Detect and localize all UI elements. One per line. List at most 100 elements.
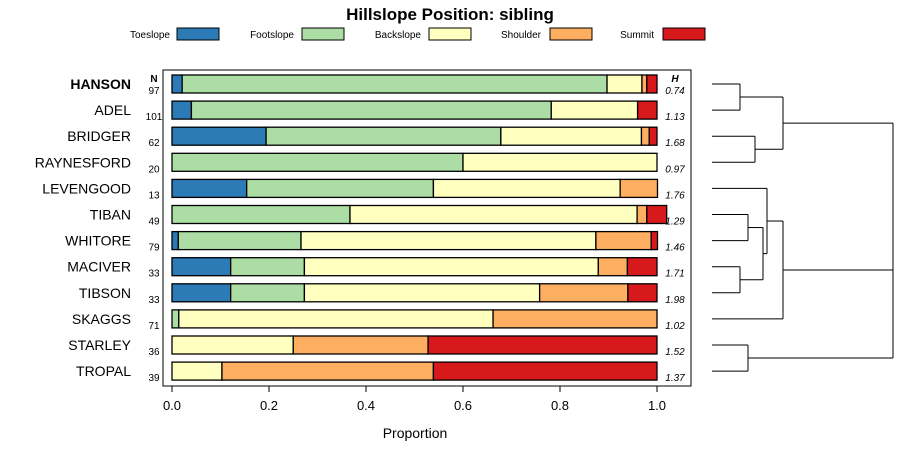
bar-segment-whitore-footslope [177, 230, 302, 251]
row-label-tiban: TIBAN [90, 207, 131, 223]
bar-segment-adel-toeslope [171, 100, 193, 120]
bar-segment-tropal-summit [432, 361, 658, 381]
bar-segment-bridger-shoulder [640, 126, 650, 146]
h-value-adel: 1.13 [665, 112, 685, 123]
legend-swatch-footslope [301, 27, 345, 41]
bar-segment-tibson-toeslope [171, 283, 232, 303]
bar-row-tiban: TIBAN 49 1.29 [90, 204, 685, 228]
bar-row-tibson: TIBSON 33 1.98 [79, 283, 685, 306]
legend-swatch-backslope [428, 27, 472, 41]
x-axis-title: Proportion [383, 425, 448, 441]
bar-row-whitore: WHITORE 79 1.46 [65, 230, 685, 254]
bar-segment-hanson-backslope [606, 74, 643, 94]
bar-row-raynesford: RAYNESFORD 20 0.97 [35, 152, 685, 175]
bar-segment-adel-backslope [550, 100, 639, 120]
n-value-maciver: 33 [148, 269, 160, 280]
plot-frame [162, 69, 692, 387]
row-label-starley: STARLEY [68, 337, 131, 353]
bar-segment-adel-summit [636, 100, 658, 120]
chart-title: Hillslope Position: sibling [346, 5, 554, 24]
h-value-tropal: 1.37 [665, 373, 685, 384]
bar-segment-whitore-shoulder [595, 230, 652, 251]
dendrogram [712, 83, 894, 372]
n-value-starley: 36 [148, 347, 160, 358]
bar-row-starley: STARLEY 36 1.52 [68, 335, 685, 358]
n-column-header: N [150, 74, 157, 85]
bar-row-adel: ADEL 101 1.13 [94, 100, 685, 123]
bar-segment-levengood-shoulder [619, 178, 659, 199]
bar-segment-bridger-summit [648, 126, 658, 146]
bar-segment-skaggs-backslope [178, 309, 494, 329]
n-value-raynesford: 20 [148, 164, 160, 175]
row-label-adel: ADEL [94, 102, 131, 118]
n-value-skaggs: 71 [148, 321, 160, 332]
row-label-whitore: WHITORE [65, 233, 131, 249]
bar-segment-tiban-shoulder [636, 204, 648, 225]
bar-segment-levengood-backslope [432, 178, 621, 199]
bar-segment-skaggs-footslope [171, 309, 180, 329]
bar-segment-starley-summit [427, 335, 658, 355]
row-label-levengood: LEVENGOOD [42, 180, 131, 196]
bar-row-levengood: LEVENGOOD 13 1.76 [42, 178, 685, 201]
legend-swatch-toeslope [176, 27, 220, 41]
bar-segment-tibson-footslope [230, 283, 306, 303]
legend-label-backslope: Backslope [375, 30, 422, 41]
bar-segment-levengood-footslope [246, 178, 435, 199]
bar-segment-tibson-backslope [303, 283, 541, 303]
bar-segment-tiban-summit [646, 204, 668, 225]
legend-swatch-summit [662, 27, 706, 41]
row-label-hanson: HANSON [70, 76, 131, 92]
bar-segment-starley-backslope [171, 335, 294, 355]
n-value-tibson: 33 [148, 295, 160, 306]
x-tick-label-1: 0.2 [260, 398, 278, 413]
bar-segment-hanson-summit [646, 74, 658, 94]
bar-segment-levengood-toeslope [171, 178, 248, 199]
h-column-header: H [671, 74, 679, 85]
bar-row-skaggs: SKAGGS 71 1.02 [72, 309, 685, 332]
bar-segment-tibson-summit [627, 283, 658, 303]
row-label-bridger: BRIDGER [67, 128, 131, 144]
legend-label-footslope: Footslope [250, 30, 294, 41]
n-value-bridger: 62 [148, 138, 160, 149]
legend-swatch-shoulder [549, 27, 593, 41]
legend: Toeslope Footslope Backslope Shoulder Summit [130, 27, 706, 41]
n-value-hanson: 97 [148, 86, 160, 97]
h-value-bridger: 1.68 [665, 138, 685, 149]
bar-segment-tropal-shoulder [221, 361, 435, 381]
bar-segment-adel-footslope [190, 100, 552, 120]
h-value-raynesford: 0.97 [665, 164, 685, 175]
bar-segment-tropal-backslope [171, 361, 223, 381]
h-value-maciver: 1.71 [665, 269, 684, 280]
bar-segment-maciver-toeslope [171, 257, 232, 277]
x-tick-label-3: 0.6 [454, 398, 472, 413]
h-value-starley: 1.52 [665, 347, 685, 358]
row-label-skaggs: SKAGGS [72, 311, 131, 327]
bar-segment-tiban-backslope [349, 204, 638, 225]
row-label-maciver: MACIVER [67, 259, 131, 275]
x-tick-label-4: 0.8 [551, 398, 569, 413]
n-value-adel: 101 [146, 112, 163, 123]
bar-segment-whitore-toeslope [171, 230, 179, 251]
bar-segment-bridger-footslope [265, 126, 502, 146]
bar-segment-starley-shoulder [292, 335, 429, 355]
n-value-tropal: 39 [148, 373, 160, 384]
bar-rows: HANSON 97 0.74 ADEL 101 1.13 BRIDGER 62 1.68 RAYN… [35, 74, 685, 384]
bar-segment-whitore-backslope [300, 230, 597, 251]
row-label-raynesford: RAYNESFORD [35, 154, 131, 170]
bar-row-maciver: MACIVER 33 1.71 [67, 257, 685, 280]
h-value-skaggs: 1.02 [665, 321, 685, 332]
bar-segment-tiban-footslope [171, 204, 351, 225]
row-label-tropal: TROPAL [76, 363, 131, 379]
bar-segment-bridger-toeslope [171, 126, 267, 146]
bar-segment-raynesford-footslope [171, 152, 464, 172]
bar-segment-maciver-shoulder [597, 257, 629, 277]
h-value-levengood: 1.76 [665, 190, 685, 201]
x-tick-label-2: 0.4 [357, 398, 375, 413]
x-tick-label-5: 1.0 [648, 398, 666, 413]
bar-row-bridger: BRIDGER 62 1.68 [67, 126, 685, 149]
bar-segment-maciver-summit [626, 257, 658, 277]
legend-label-shoulder: Shoulder [501, 30, 542, 41]
bar-segment-hanson-footslope [181, 74, 608, 94]
bar-segment-maciver-backslope [303, 257, 599, 277]
